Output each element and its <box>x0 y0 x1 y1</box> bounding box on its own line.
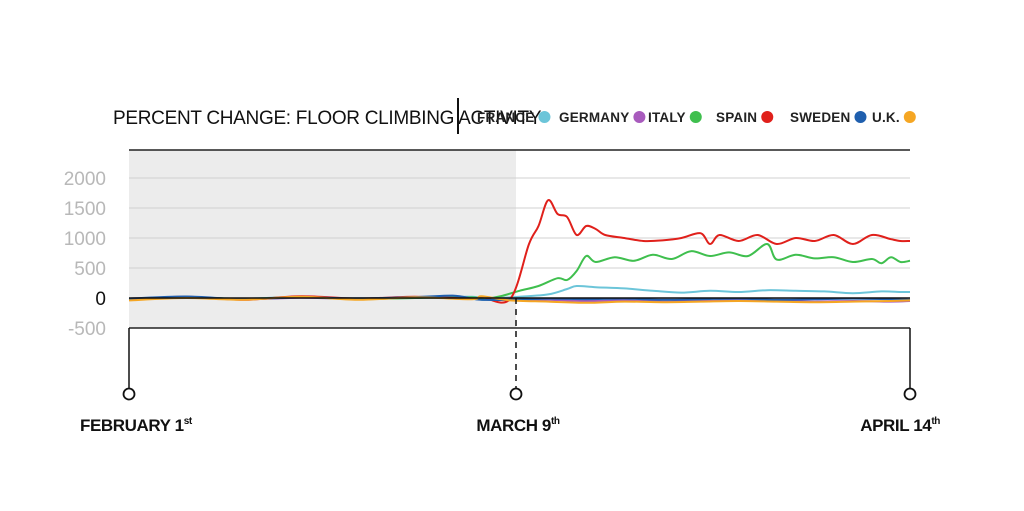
legend-label-italy: ITALY <box>648 110 686 125</box>
date-label: FEBRUARY 1st <box>80 416 193 435</box>
legend-label-france: FRANCE <box>477 110 534 125</box>
timeline-marker <box>509 387 523 401</box>
legend-swatch <box>854 111 867 123</box>
legend-swatch <box>538 111 551 123</box>
legend-label-germany: GERMANY <box>559 110 629 125</box>
timeline: FEBRUARY 1st MARCH 9th APRIL 14th <box>80 298 941 435</box>
y-tick-label: 1500 <box>64 199 106 220</box>
series-line-uk <box>128 295 911 304</box>
legend-swatch <box>633 111 646 123</box>
date-label: MARCH 9th <box>476 416 560 435</box>
timeline-marker <box>122 387 136 401</box>
y-tick-label: -500 <box>68 319 106 340</box>
y-axis-ticks: 2000 1500 1000 500 0 -500 <box>64 169 106 340</box>
timeline-marker <box>903 387 917 401</box>
chart-title: PERCENT CHANGE: FLOOR CLIMBING ACTIVITY <box>113 108 542 129</box>
legend-label-uk: U.K. <box>872 110 900 125</box>
legend: FRANCE GERMANY ITALY SPAIN SWEDEN U.K. <box>477 110 916 125</box>
legend-label-sweden: SWEDEN <box>790 110 850 125</box>
legend-swatch <box>903 111 916 123</box>
shaded-period <box>129 150 516 328</box>
y-tick-label: 2000 <box>64 169 106 190</box>
legend-swatch <box>761 111 774 123</box>
y-tick-label: 500 <box>74 259 106 280</box>
legend-label-spain: SPAIN <box>716 110 757 125</box>
y-tick-label: 0 <box>95 289 106 310</box>
y-tick-label: 1000 <box>64 229 106 250</box>
legend-swatch <box>689 111 702 123</box>
gridlines <box>129 177 910 269</box>
date-label: APRIL 14th <box>860 416 940 435</box>
